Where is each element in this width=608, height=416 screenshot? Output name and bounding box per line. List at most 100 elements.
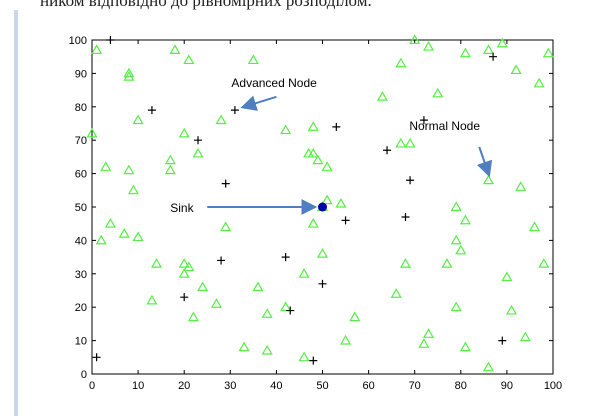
normal-node-marker <box>538 258 550 268</box>
normal-node-marker <box>432 87 444 98</box>
advanced-node-marker <box>221 179 230 188</box>
normal-node-marker <box>335 197 347 208</box>
normal-node-marker <box>505 304 518 315</box>
normal-node-marker <box>501 271 513 282</box>
normal-node-marker <box>118 228 130 238</box>
y-tick-label: 40 <box>75 235 87 247</box>
normal-node-marker <box>459 341 471 352</box>
advanced-node-marker <box>309 356 318 365</box>
normal-node-marker <box>164 154 176 165</box>
advanced-node-marker <box>147 106 156 115</box>
normal-node-marker <box>164 164 176 175</box>
advanced-node-marker <box>332 122 341 131</box>
normal-node-marker <box>459 47 471 58</box>
normal-node-marker <box>321 194 333 205</box>
normal-node-marker <box>409 34 421 44</box>
left-border-rule <box>14 10 18 416</box>
x-tick-label: 60 <box>362 380 374 392</box>
normal-node-marker <box>515 181 527 191</box>
normal-node-marker <box>349 311 361 322</box>
normal-node-marker <box>151 258 163 268</box>
normal-node-marker <box>395 137 407 148</box>
x-tick-label: 80 <box>455 380 467 392</box>
y-tick-label: 10 <box>75 336 87 348</box>
normal-node-marker <box>459 214 471 225</box>
annotation-arrow <box>240 95 277 111</box>
normal-node-marker <box>298 268 310 278</box>
y-tick-label: 0 <box>81 369 87 381</box>
normal-node-marker <box>316 248 329 258</box>
normal-node-marker <box>132 231 144 242</box>
normal-node-marker <box>91 44 103 54</box>
normal-node-marker <box>280 124 292 135</box>
normal-node-marker <box>450 234 462 245</box>
normal-node-marker <box>247 54 259 65</box>
normal-node-marker <box>178 268 190 278</box>
normal-node-marker <box>238 341 250 352</box>
x-tick-label: 100 <box>544 380 562 392</box>
y-tick-label: 70 <box>75 135 87 147</box>
x-tick-label: 10 <box>132 380 144 392</box>
advanced-node-marker <box>281 253 290 262</box>
normal-node-marker <box>307 121 319 131</box>
normal-node-marker <box>482 361 494 372</box>
normal-node-marker <box>183 261 195 272</box>
advanced-node-marker <box>498 336 507 345</box>
normal-node-marker <box>340 334 352 345</box>
normal-node-marker <box>399 258 412 268</box>
normal-node-marker <box>261 308 273 318</box>
x-tick-label: 30 <box>224 380 236 392</box>
advanced-node-marker <box>286 306 295 315</box>
advanced-node-marker <box>419 116 428 125</box>
normal-node-marker <box>418 338 430 348</box>
normal-node-marker <box>441 258 453 268</box>
normal-node-marker <box>261 344 273 355</box>
annotation-label: Advanced Node <box>231 76 317 90</box>
normal-node-marker <box>404 137 416 148</box>
advanced-node-marker <box>318 279 327 288</box>
x-tick-label: 0 <box>89 380 95 392</box>
normal-node-marker <box>422 328 435 338</box>
advanced-node-marker <box>92 353 101 362</box>
y-tick-label: 60 <box>75 169 87 181</box>
advanced-node-marker <box>341 216 350 225</box>
normal-node-marker <box>123 164 135 175</box>
normal-node-marker <box>376 91 388 101</box>
normal-node-marker <box>252 281 264 292</box>
normal-node-marker <box>450 201 462 211</box>
y-tick-label: 80 <box>75 102 87 114</box>
normal-node-marker <box>482 174 494 185</box>
annotation-label: Normal Node <box>409 119 480 133</box>
normal-node-marker <box>178 258 190 268</box>
normal-node-marker <box>312 154 324 165</box>
x-tick-label: 90 <box>501 380 513 392</box>
normal-node-marker <box>192 147 204 158</box>
normal-node-marker <box>307 217 319 228</box>
axis-ticks <box>91 39 554 375</box>
normal-node-marker <box>127 184 140 195</box>
data-marks <box>86 34 554 372</box>
normal-node-marker <box>422 40 435 51</box>
y-tick-label: 20 <box>75 302 87 314</box>
advanced-node-marker <box>383 146 392 155</box>
normal-node-marker <box>455 244 467 255</box>
normal-node-marker <box>220 221 232 232</box>
normal-node-marker <box>104 217 116 228</box>
normal-node-marker <box>519 331 531 342</box>
advanced-node-marker <box>217 256 226 265</box>
x-tick-label: 50 <box>316 380 328 392</box>
page-caption: ником відповідно до рівномірних розподіл… <box>40 0 372 10</box>
x-tick-label: 20 <box>178 380 190 392</box>
normal-node-marker <box>450 301 462 312</box>
x-axis-tick-labels: 0 10 20 30 40 50 60 70 80 90 100 <box>89 380 562 392</box>
normal-node-marker <box>542 47 554 58</box>
normal-node-marker <box>100 161 112 171</box>
advanced-node-marker <box>230 106 239 115</box>
normal-node-marker <box>197 281 209 292</box>
advanced-node-marker <box>106 36 115 44</box>
sink-marker <box>318 202 327 212</box>
annotations: Advanced Node Normal Node Sink <box>170 76 493 215</box>
normal-node-marker <box>321 161 333 171</box>
annotation-label: Sink <box>170 201 194 215</box>
normal-node-marker <box>280 301 292 312</box>
